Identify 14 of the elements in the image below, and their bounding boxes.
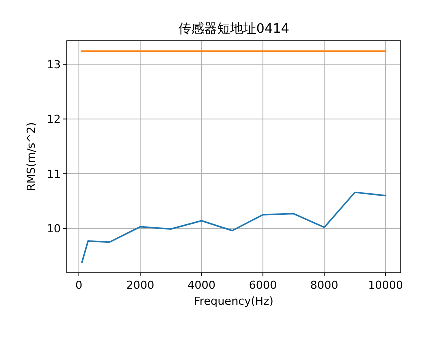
x-tick-label: 0 bbox=[76, 279, 83, 292]
x-tick-label: 8000 bbox=[310, 279, 338, 292]
y-tick-label: 10 bbox=[47, 222, 61, 236]
x-tick-label: 10000 bbox=[368, 279, 404, 292]
x-axis-title: Frequency(Hz) bbox=[194, 295, 274, 308]
y-tick-label: 12 bbox=[47, 113, 61, 126]
y-tick-label: 13 bbox=[47, 58, 61, 72]
y-axis-title: RMS(m/s^2) bbox=[25, 122, 38, 192]
chart-title: 传感器短地址0414 bbox=[178, 22, 290, 37]
x-tick-label: 6000 bbox=[249, 279, 278, 292]
x-tick-label: 4000 bbox=[188, 279, 216, 292]
line-series bbox=[81, 192, 387, 264]
y-tick-label: 11 bbox=[47, 168, 61, 181]
x-tick-label: 2000 bbox=[126, 279, 154, 292]
